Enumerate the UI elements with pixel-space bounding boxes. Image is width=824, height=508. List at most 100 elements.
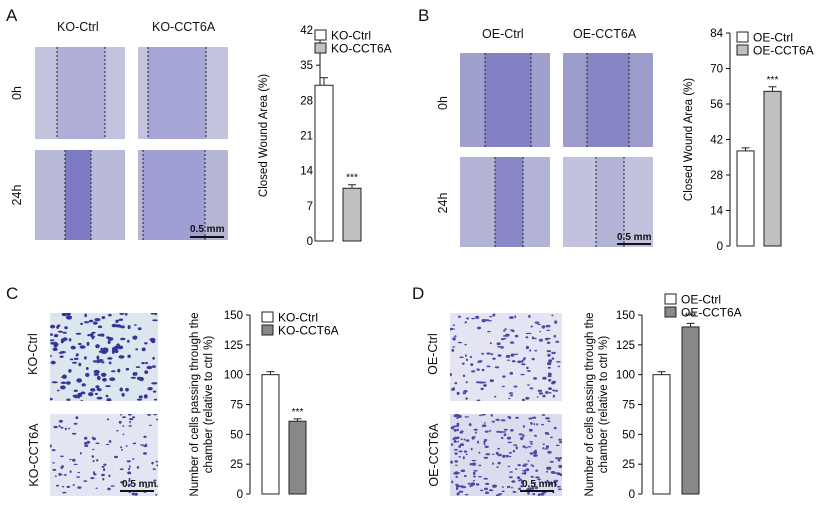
cell-dot — [551, 382, 555, 385]
cell-dot — [542, 447, 545, 450]
cell-dot — [456, 428, 459, 432]
cell-dot — [527, 384, 530, 386]
cell-dot — [499, 431, 503, 433]
cell-dot — [500, 419, 506, 422]
cell-dot — [478, 414, 482, 417]
cell-dot — [145, 361, 148, 365]
cell-dot — [472, 480, 475, 482]
cell-dot — [144, 342, 148, 345]
cell-dot — [509, 316, 514, 319]
cell-dot — [132, 335, 138, 340]
cell-dot — [475, 483, 480, 486]
bar-ko-ctrl — [314, 84, 334, 242]
cell-dot — [552, 394, 555, 398]
cell-dot — [64, 326, 68, 330]
cell-dot — [490, 353, 494, 356]
cell-dot — [451, 388, 456, 391]
y-tick-label: 0 — [237, 489, 243, 501]
cell-dot — [509, 394, 514, 397]
cell-dot — [497, 447, 500, 450]
column-label-ko-ctrl: KO-Ctrl — [57, 20, 99, 34]
cell-dot — [87, 334, 91, 337]
legend-swatch — [261, 311, 274, 323]
cell-dot — [485, 453, 490, 456]
cell-dot — [509, 471, 513, 473]
cell-dot — [60, 466, 63, 469]
legend-label: KO-Ctrl — [278, 311, 318, 325]
cell-dot — [531, 357, 535, 361]
significance-label: *** — [292, 407, 304, 418]
cell-dot — [119, 414, 123, 416]
y-axis-label: Closed Wound Area (%) — [683, 78, 695, 201]
cell-dot — [95, 385, 100, 389]
cell-dot — [58, 424, 61, 428]
row-label-ko-ctrl: KO-Ctrl — [26, 333, 40, 375]
legend-swatch — [736, 31, 749, 43]
cell-dot — [497, 461, 501, 465]
cell-dot — [125, 387, 129, 392]
cell-dot — [84, 313, 87, 318]
cell-dot — [135, 366, 141, 368]
wound-image-ko-cct6a-0h — [138, 47, 228, 139]
cell-dot — [456, 391, 460, 395]
y-tick-label: 14 — [710, 206, 723, 218]
cell-dot — [121, 448, 123, 451]
cell-dot — [458, 455, 461, 458]
cell-dot — [143, 452, 147, 455]
cell-dot — [94, 318, 101, 322]
cell-dot — [508, 455, 512, 458]
cell-dot — [546, 341, 551, 344]
cell-dot — [538, 392, 544, 395]
cell-dot — [66, 398, 71, 401]
cell-dot — [154, 313, 158, 316]
cell-dot — [152, 365, 156, 368]
cell-dot — [537, 478, 541, 481]
row-label-0h: 0h — [10, 86, 24, 100]
cell-dot — [66, 485, 70, 489]
cell-dot — [503, 329, 506, 332]
cell-dot — [97, 333, 103, 337]
cell-dot — [63, 474, 67, 476]
cell-dot — [471, 462, 477, 466]
cell-dot — [96, 388, 101, 390]
cell-dot — [81, 383, 86, 387]
cell-dot — [115, 320, 119, 324]
cell-dot — [555, 389, 558, 392]
cell-dot — [537, 389, 543, 392]
cell-dot — [98, 359, 104, 362]
cell-dot — [553, 479, 559, 483]
cell-dot — [533, 377, 538, 380]
cell-dot — [450, 327, 454, 331]
cell-dot — [457, 341, 463, 344]
cell-dot — [77, 392, 83, 398]
y-tick-label: 0 — [629, 489, 635, 501]
cell-dot — [501, 486, 504, 488]
cell-dot — [100, 347, 103, 352]
cell-dot — [122, 416, 126, 419]
cell-dot — [509, 371, 514, 375]
cell-dot — [105, 385, 111, 388]
cell-dot — [111, 349, 115, 354]
cell-dot — [150, 313, 155, 315]
cell-dot — [464, 343, 467, 346]
cell-dot — [477, 361, 482, 363]
cell-dot — [153, 479, 157, 482]
cell-dot — [548, 387, 552, 390]
cell-dot — [551, 314, 554, 317]
y-tick-label: 25 — [622, 459, 635, 471]
legend-label: OE-Ctrl — [681, 293, 721, 307]
cell-dot — [452, 387, 455, 389]
cell-dot — [50, 360, 56, 365]
cell-dot — [552, 389, 556, 392]
cell-dot — [459, 443, 465, 446]
cell-dot — [531, 486, 535, 490]
cell-dot — [108, 441, 112, 443]
cell-dot — [106, 398, 112, 401]
row-label-0h-b: 0h — [436, 96, 450, 110]
column-label-oe-ctrl: OE-Ctrl — [482, 27, 524, 41]
cell-dot — [527, 460, 530, 462]
cell-dot — [539, 330, 542, 333]
cell-dot — [106, 418, 109, 421]
cell-dot — [466, 317, 469, 320]
cell-dot — [50, 397, 53, 401]
